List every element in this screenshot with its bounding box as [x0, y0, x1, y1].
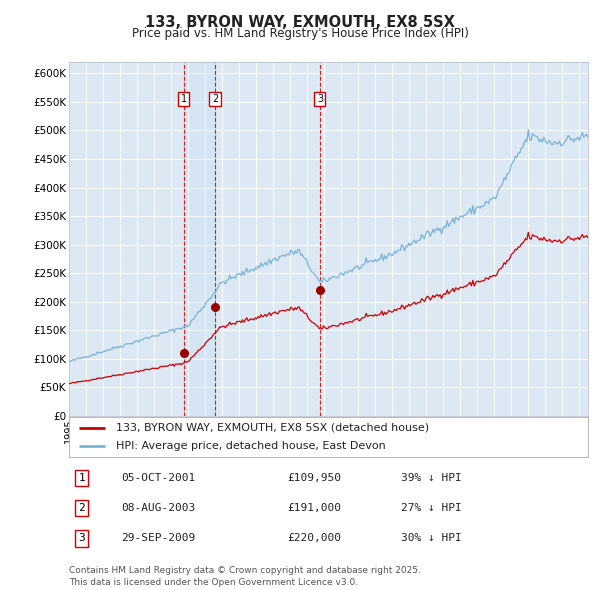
Text: 3: 3	[317, 94, 323, 104]
Text: £191,000: £191,000	[287, 503, 341, 513]
Text: 133, BYRON WAY, EXMOUTH, EX8 5SX (detached house): 133, BYRON WAY, EXMOUTH, EX8 5SX (detach…	[116, 423, 429, 433]
Text: 39% ↓ HPI: 39% ↓ HPI	[401, 473, 462, 483]
Text: 2: 2	[212, 94, 218, 104]
Text: HPI: Average price, detached house, East Devon: HPI: Average price, detached house, East…	[116, 441, 385, 451]
Text: 08-AUG-2003: 08-AUG-2003	[121, 503, 195, 513]
Text: 2: 2	[79, 503, 85, 513]
Text: £220,000: £220,000	[287, 533, 341, 543]
Bar	[184, 62, 215, 416]
Text: 1: 1	[181, 94, 187, 104]
Text: 05-OCT-2001: 05-OCT-2001	[121, 473, 195, 483]
Text: 3: 3	[79, 533, 85, 543]
Text: 27% ↓ HPI: 27% ↓ HPI	[401, 503, 462, 513]
Text: 133, BYRON WAY, EXMOUTH, EX8 5SX: 133, BYRON WAY, EXMOUTH, EX8 5SX	[145, 15, 455, 30]
Text: £109,950: £109,950	[287, 473, 341, 483]
Text: 30% ↓ HPI: 30% ↓ HPI	[401, 533, 462, 543]
Text: 29-SEP-2009: 29-SEP-2009	[121, 533, 195, 543]
Text: Price paid vs. HM Land Registry's House Price Index (HPI): Price paid vs. HM Land Registry's House …	[131, 27, 469, 40]
Text: 1: 1	[79, 473, 85, 483]
Text: Contains HM Land Registry data © Crown copyright and database right 2025.
This d: Contains HM Land Registry data © Crown c…	[69, 566, 421, 587]
